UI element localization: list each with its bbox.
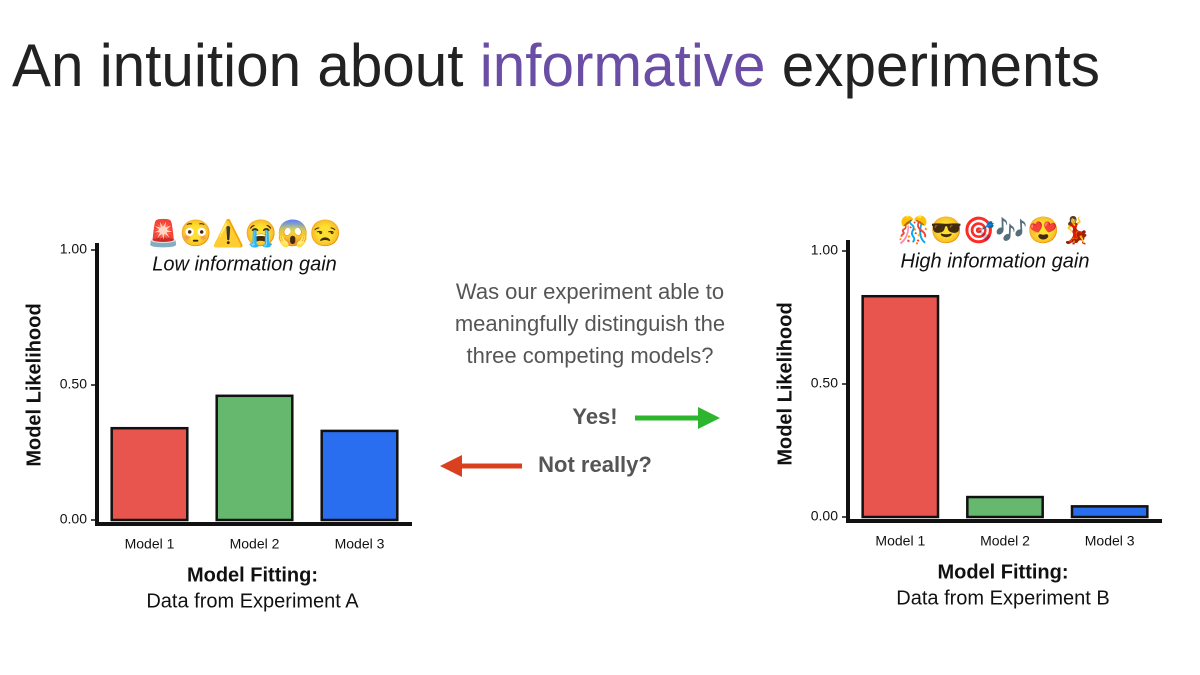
question-line: meaningfully distinguish the: [455, 311, 725, 336]
emojis: 🎊😎🎯🎶😍💃: [898, 214, 1092, 246]
y-tick-label: 1.00: [60, 241, 87, 257]
x-axis-label: Model Fitting:: [937, 561, 1068, 583]
green-arrow-head: [698, 407, 720, 429]
bar: [966, 495, 1044, 519]
x-tick-label: Model 1: [125, 536, 175, 552]
y-axis-label: Model Likelihood: [774, 302, 796, 465]
title-part: experiments: [782, 32, 1100, 99]
x-axis-label: Model Fitting:: [187, 564, 318, 586]
x-axis-sublabel: Data from Experiment B: [896, 587, 1109, 609]
question-line: three competing models?: [466, 343, 713, 368]
annotation: Low information gain: [152, 253, 337, 275]
bar: [861, 294, 940, 519]
bar: [215, 394, 294, 522]
red-arrow-head: [440, 455, 462, 477]
y-tick-label: 1.00: [811, 242, 838, 258]
bar: [1070, 505, 1149, 519]
x-tick-label: Model 1: [875, 533, 925, 549]
annotation: High information gain: [901, 250, 1090, 272]
x-tick-label: Model 2: [980, 533, 1030, 549]
bar: [110, 426, 189, 522]
question-line: Was our experiment able to: [456, 279, 724, 304]
x-axis-sublabel: Data from Experiment A: [146, 590, 359, 612]
title-highlight: informative: [480, 32, 766, 99]
yes-label: Yes!: [572, 404, 617, 429]
bar: [320, 429, 399, 522]
y-tick-label: 0.00: [60, 511, 87, 527]
y-tick-label: 0.50: [811, 375, 838, 391]
emojis: 🚨😳⚠️😭😱😒: [147, 218, 341, 249]
x-tick-label: Model 3: [335, 536, 385, 552]
not-really-label: Not really?: [538, 452, 652, 477]
slide-title: An intuition about informative experimen…: [12, 32, 1100, 99]
y-tick-label: 0.00: [811, 508, 838, 524]
y-tick-label: 0.50: [60, 376, 87, 392]
question: Was our experiment able to meaningfully …: [455, 279, 725, 368]
title-part: An intuition about: [12, 32, 464, 99]
x-tick-label: Model 2: [230, 536, 280, 552]
y-axis-label: Model Likelihood: [23, 303, 45, 466]
x-tick-label: Model 3: [1085, 533, 1135, 549]
